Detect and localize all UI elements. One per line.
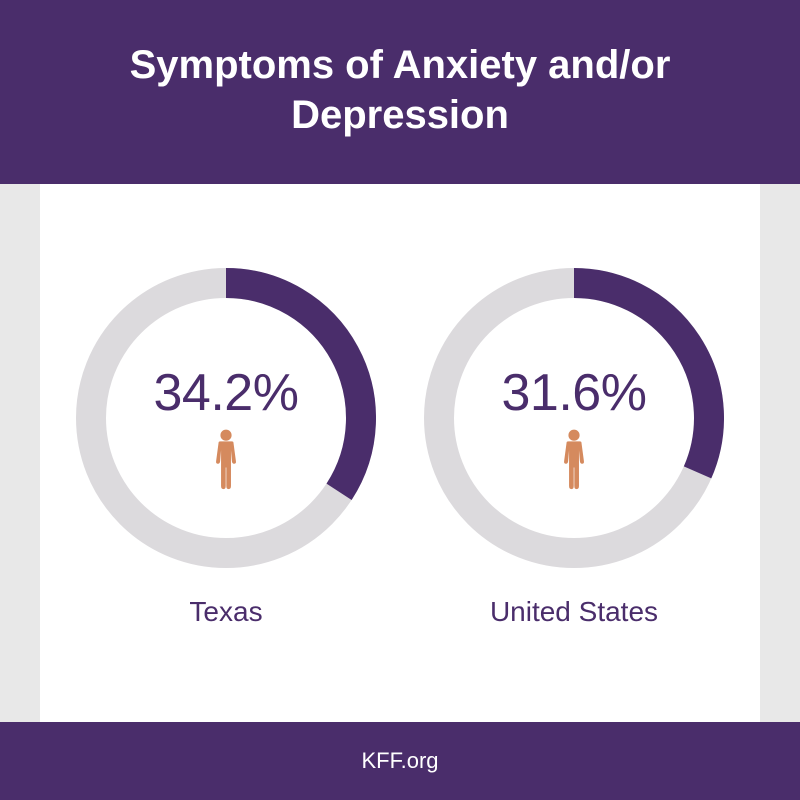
person-icon-holder bbox=[561, 429, 587, 491]
donut-center: 34.2% bbox=[76, 268, 376, 568]
chart-area: 34.2% Texas31.6% United States bbox=[40, 184, 760, 722]
donut-label: United States bbox=[490, 596, 658, 628]
person-icon-holder bbox=[213, 429, 239, 491]
donut-percent: 31.6% bbox=[502, 363, 647, 423]
source-label: KFF.org bbox=[361, 748, 438, 774]
donut-ring: 34.2% bbox=[76, 268, 376, 568]
header: Symptoms of Anxiety and/or Depression bbox=[0, 0, 800, 184]
donut-chart: 31.6% United States bbox=[424, 268, 724, 628]
donut-chart: 34.2% Texas bbox=[76, 268, 376, 628]
person-icon bbox=[561, 429, 587, 491]
donut-label: Texas bbox=[189, 596, 262, 628]
infographic: Symptoms of Anxiety and/or Depression 34… bbox=[0, 0, 800, 800]
donut-ring: 31.6% bbox=[424, 268, 724, 568]
footer: KFF.org bbox=[0, 722, 800, 800]
donut-percent: 34.2% bbox=[154, 363, 299, 423]
donut-center: 31.6% bbox=[424, 268, 724, 568]
person-icon bbox=[213, 429, 239, 491]
page-title: Symptoms of Anxiety and/or Depression bbox=[60, 40, 740, 140]
